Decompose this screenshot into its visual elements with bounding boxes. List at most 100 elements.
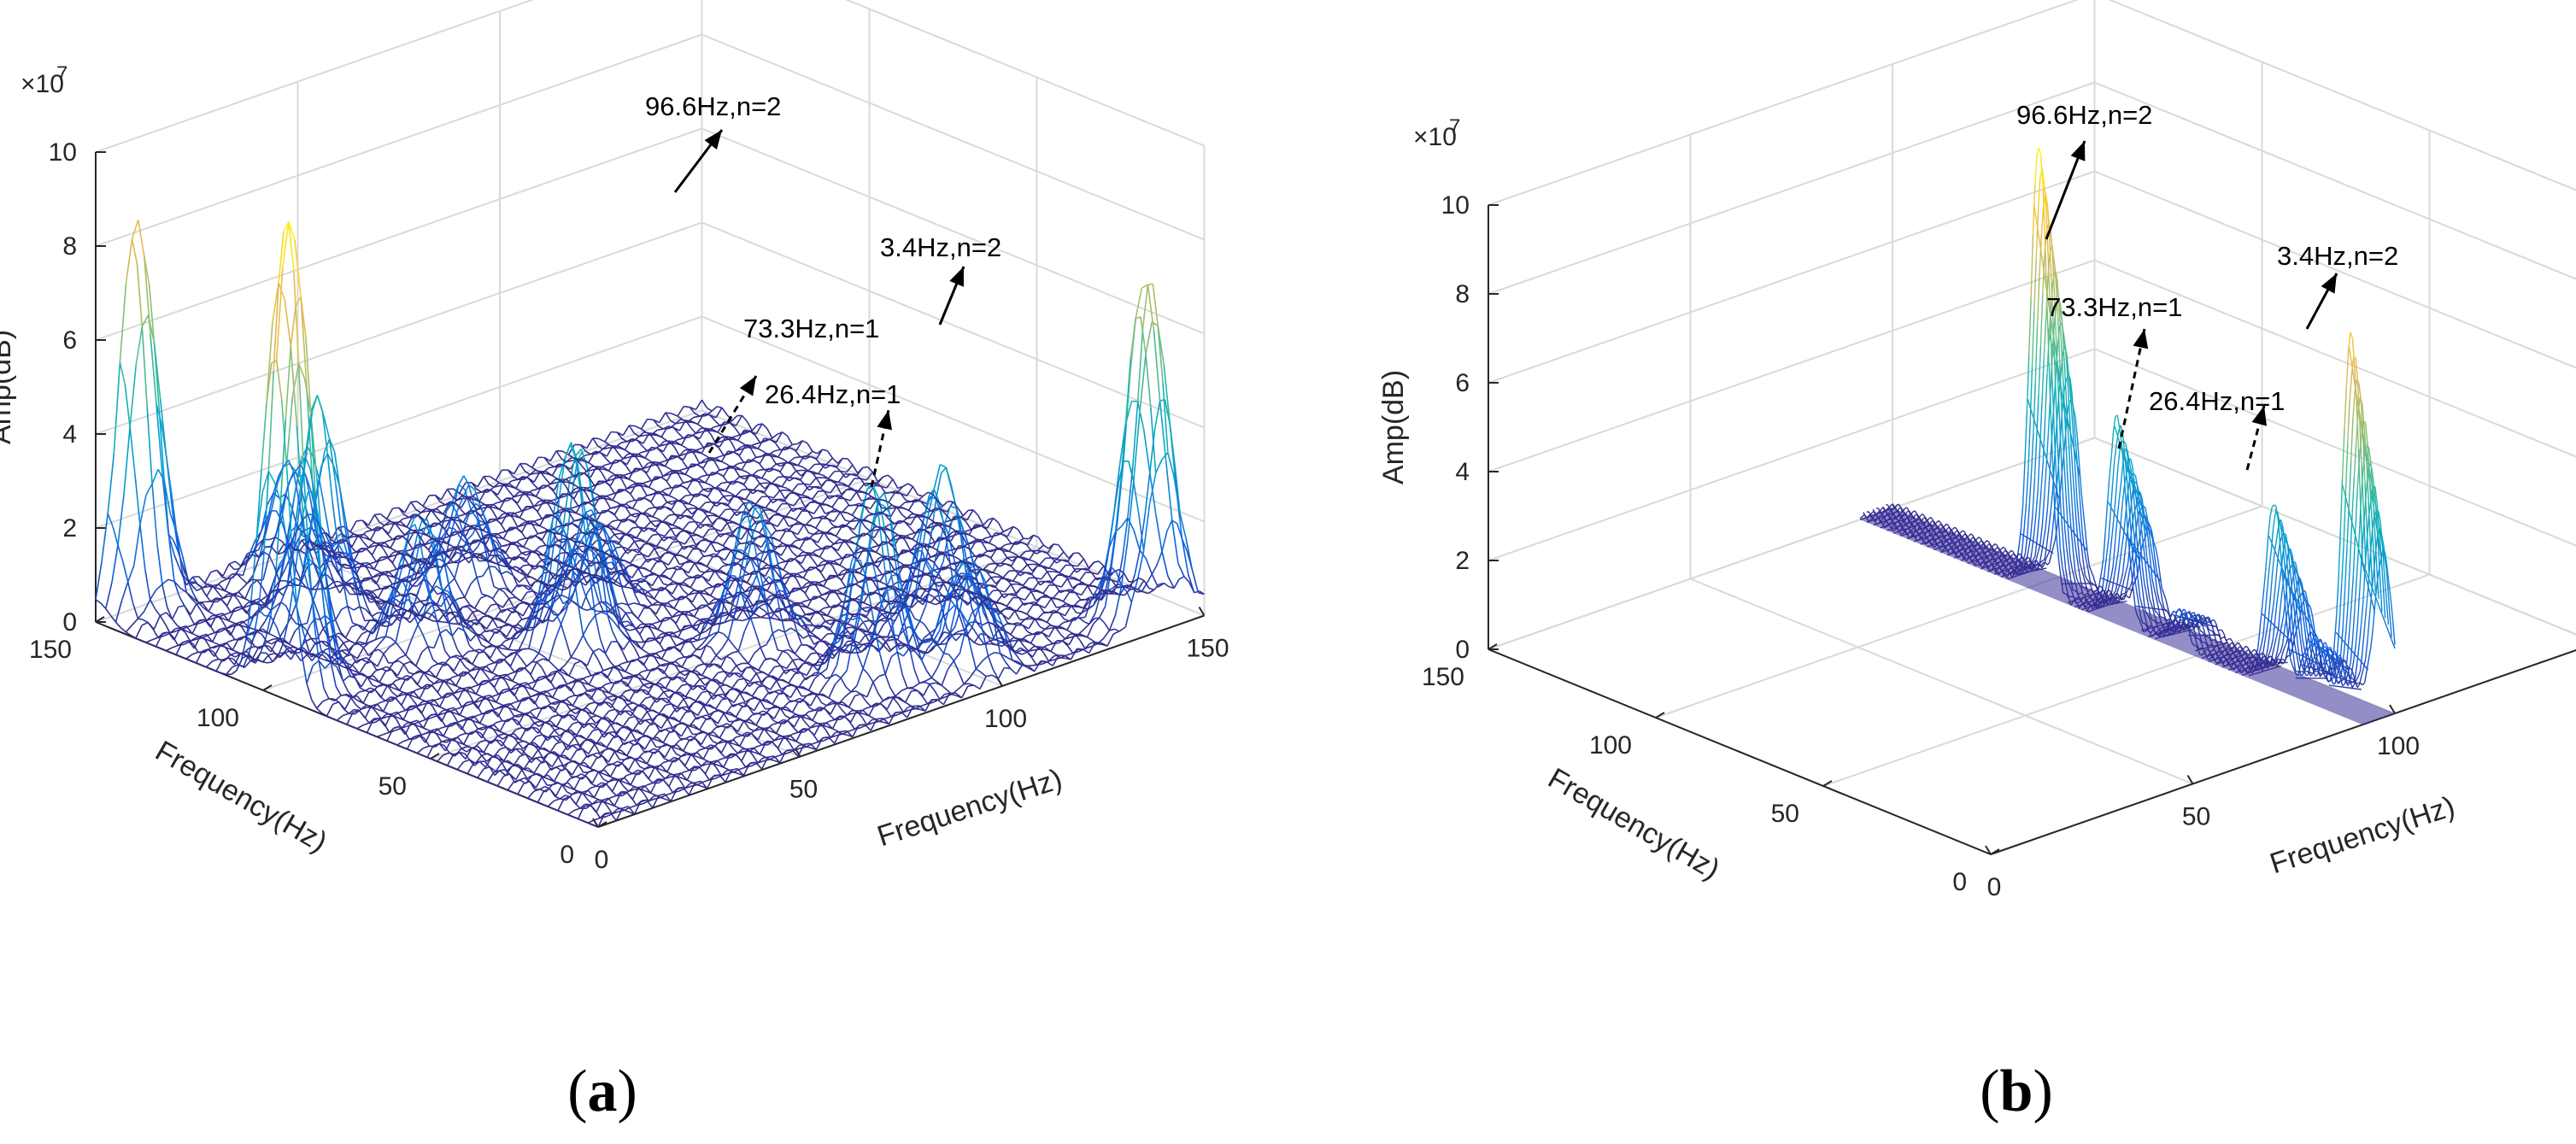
mesh-line <box>882 524 889 531</box>
mesh-line <box>742 618 749 622</box>
mesh-line <box>478 711 487 724</box>
mesh-line <box>422 495 430 507</box>
mesh-line <box>472 653 479 665</box>
mesh-line <box>613 532 621 536</box>
mesh-line <box>527 790 535 799</box>
mesh-line <box>860 549 866 553</box>
mesh-line <box>513 624 519 627</box>
mesh-line <box>778 531 787 542</box>
mesh-line <box>653 589 661 600</box>
mesh-line <box>552 613 560 622</box>
mesh-line <box>831 497 839 508</box>
mesh-line <box>221 641 229 647</box>
mesh-line <box>697 663 705 666</box>
mesh-line <box>441 709 449 722</box>
mesh-line <box>725 508 732 511</box>
mesh-line <box>503 514 510 519</box>
mesh-line <box>611 578 619 584</box>
mesh-line <box>775 754 783 758</box>
mesh-line <box>785 508 793 517</box>
mesh-line <box>1151 573 1159 588</box>
mesh-line <box>791 731 799 736</box>
mesh-line <box>328 438 337 484</box>
mesh-line <box>724 549 732 561</box>
mesh-line <box>224 578 232 591</box>
mesh-line <box>472 519 480 535</box>
mesh-line <box>343 552 350 556</box>
mesh-line <box>791 484 799 492</box>
mesh-line <box>686 478 695 490</box>
mesh-line <box>611 431 618 433</box>
mesh-line <box>414 651 423 666</box>
mesh-line <box>701 603 709 609</box>
mesh-line <box>648 476 656 488</box>
mesh-line <box>767 666 776 676</box>
mesh-line <box>285 396 294 466</box>
mesh-line <box>1038 557 1047 566</box>
mesh-line <box>1028 618 1036 630</box>
mesh-line <box>775 503 783 513</box>
mesh-line <box>337 542 344 554</box>
mesh-line <box>396 741 404 746</box>
mesh-line <box>234 560 242 567</box>
mesh-line <box>827 632 834 635</box>
mesh-line <box>755 744 763 748</box>
mesh-line <box>448 578 455 585</box>
mesh-line <box>1059 565 1066 573</box>
mesh-line <box>719 508 726 518</box>
mesh-line <box>683 769 689 773</box>
mesh-line <box>429 585 437 595</box>
mesh-line <box>737 678 745 681</box>
mesh-line <box>640 419 648 430</box>
mesh-line <box>1006 597 1014 607</box>
mesh-line <box>525 463 533 468</box>
mesh-line <box>695 399 703 410</box>
mesh-line <box>308 642 316 654</box>
mesh-line <box>485 619 494 630</box>
mesh-line <box>437 728 444 737</box>
mesh-line <box>640 711 648 721</box>
mesh-line <box>506 625 513 637</box>
mesh-line <box>480 553 488 560</box>
mesh-line <box>455 497 464 513</box>
mesh-line <box>666 541 673 551</box>
mesh-line <box>386 538 393 543</box>
mesh-line <box>585 730 594 740</box>
z-tick-label: 10 <box>49 138 77 167</box>
mesh-line <box>748 500 755 509</box>
mesh-line <box>461 651 469 658</box>
mesh-line <box>630 772 637 786</box>
mesh-line <box>336 714 343 721</box>
mesh-line <box>819 546 827 558</box>
wall-gridline <box>95 221 1205 435</box>
mesh-line <box>904 690 912 703</box>
mesh-line <box>611 560 619 571</box>
mesh-line <box>715 648 723 656</box>
mesh-line <box>191 621 199 635</box>
mesh-line <box>1135 288 1143 319</box>
mesh-line <box>536 658 543 663</box>
mesh-line <box>198 576 206 584</box>
mesh-line <box>346 712 354 725</box>
mesh-line <box>466 533 473 541</box>
mesh-line <box>268 652 275 656</box>
mesh-line <box>684 405 690 408</box>
mesh-line <box>402 707 410 720</box>
mesh-line <box>666 470 674 482</box>
mesh-line <box>542 607 550 622</box>
mesh-line <box>720 450 729 462</box>
mesh-line <box>493 675 502 689</box>
mesh-line <box>714 549 722 558</box>
mesh-line <box>266 638 273 642</box>
mesh-line <box>312 660 320 666</box>
mesh-line <box>806 664 813 676</box>
mesh-line <box>404 502 412 513</box>
mesh-line <box>660 718 668 729</box>
mesh-line <box>150 589 157 601</box>
mesh-line <box>456 761 465 771</box>
mesh-line <box>356 725 364 730</box>
mesh-line <box>374 618 383 640</box>
mesh-line <box>506 608 513 613</box>
mesh-line <box>684 494 692 497</box>
mesh-line <box>741 459 748 471</box>
